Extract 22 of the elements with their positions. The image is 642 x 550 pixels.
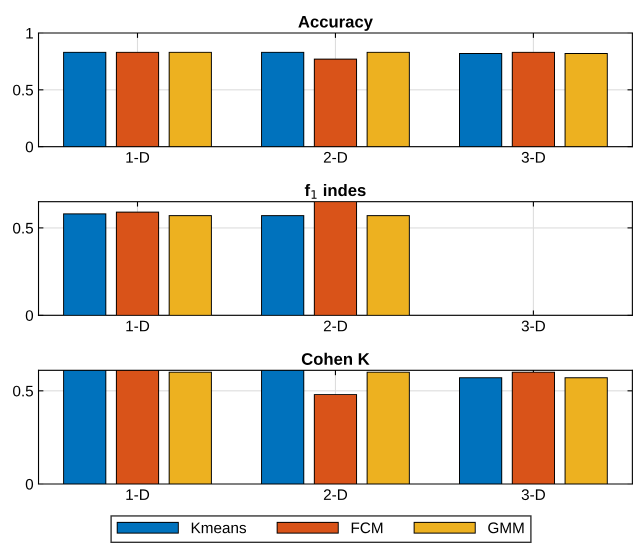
- y-tick-label: 0.5: [13, 84, 34, 96]
- x-tick-label: 2-D: [324, 320, 348, 332]
- chart-title: Accuracy: [298, 16, 373, 31]
- legend-label: Kmeans: [192, 522, 246, 534]
- y-tick-label: 0.5: [13, 222, 34, 234]
- x-tick-label: 3-D: [522, 152, 545, 163]
- x-tick-label: 1-D: [126, 489, 150, 500]
- y-tick-label: 0: [26, 310, 34, 322]
- y-tick-label: 0: [26, 478, 34, 490]
- y-tick-label: 1: [26, 28, 33, 39]
- x-tick-label: 1-D: [126, 152, 150, 163]
- legend-label: FCM: [352, 522, 382, 534]
- x-tick-label: 2-D: [324, 152, 348, 163]
- y-tick-label: 0.5: [13, 386, 34, 397]
- chart-title: f$_{1}$ indes: [304, 184, 366, 199]
- chart-title: Cohen K: [302, 352, 370, 365]
- y-tick-label: 0: [26, 142, 34, 152]
- x-tick-label: 3-D: [522, 320, 545, 332]
- legend-label: GMM: [488, 522, 524, 534]
- x-tick-label: 2-D: [324, 489, 348, 500]
- x-tick-label: 3-D: [522, 489, 545, 500]
- x-tick-label: 1-D: [126, 320, 150, 332]
